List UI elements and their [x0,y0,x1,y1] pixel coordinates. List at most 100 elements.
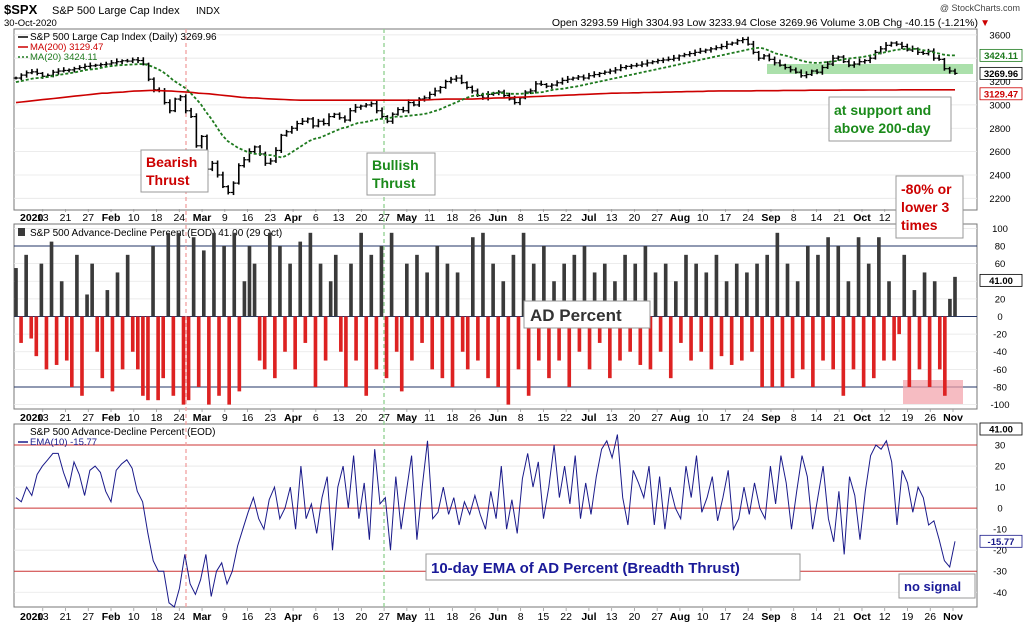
price-bar [326,113,332,127]
price-bar [379,107,385,118]
month-tick-label: 21 [60,412,72,424]
price-bar [894,41,900,47]
ad-bar [658,316,663,352]
price-bar [734,38,740,45]
month-tick-label: Sep [761,412,780,424]
price-bar [337,112,343,120]
month-tick-label: 8 [791,611,797,623]
price-bar [236,163,242,185]
ad-bar [369,254,374,317]
price-bar [273,147,279,163]
ad-bar [440,316,445,379]
price-bar [18,73,24,81]
price-bar [443,79,449,89]
month-tick-label: Feb [102,212,121,224]
month-tick-label: 22 [560,412,572,424]
price-bar [305,117,311,124]
price-bar [406,99,412,114]
ad-bar [846,281,851,317]
month-tick-label: 10 [697,611,709,623]
ad-bar [877,237,881,317]
ad-bar [805,246,810,317]
price-bar [310,117,316,129]
ad-bar [750,316,754,352]
ad-bar [379,246,384,317]
ad-bar [181,316,186,405]
month-tick-label: 11 [424,412,435,424]
month-tick-label: 6 [313,412,319,424]
support-line2: above 200-day [834,120,931,136]
ad-bar [115,272,120,317]
ad-bar [75,254,79,317]
price-bar [549,83,555,89]
month-tick-label: Jun [489,611,508,623]
month-tick-label: 22 [560,611,572,623]
exchange: INDX [196,6,220,17]
y-tick-label: 3200 [989,77,1010,88]
ad-bar [917,316,922,370]
price-bar [246,148,252,163]
support-line1: at support and [834,102,931,118]
month-tick-label: 21 [60,212,72,224]
month-tick-label: 20 [629,412,641,424]
price-bar [98,62,104,68]
month-tick-label: 2020 [20,412,44,424]
price-bar [559,77,565,85]
ad-bar [653,272,658,317]
month-tick-label: 20 [629,212,641,224]
y-tick-label: -20 [993,330,1007,341]
price-bar [108,60,114,66]
price-bar [766,53,772,62]
ad-bar [298,241,303,317]
month-tick-label: 8 [791,412,797,424]
ad-bar [283,316,287,352]
y-tick-label: 30 [995,441,1006,452]
price-panel-title: S&P 500 Large Cap Index (Daily) 3269.96 [30,32,217,43]
svg-text:3424.11: 3424.11 [984,51,1019,62]
ad-bar [567,316,572,387]
month-tick-label: Sep [761,611,780,623]
month-tick-label: 18 [151,412,163,424]
ad-bar [435,246,440,317]
ad-bar [19,316,23,343]
ad-bar [577,316,582,352]
price-bar [708,46,714,53]
ad-bar [582,246,587,317]
month-tick-label: 10 [697,212,709,224]
no-signal-label: no signal [904,579,961,594]
ad-bar [608,316,612,379]
ad-bar [871,316,876,379]
price-bar [66,68,72,73]
price-bar [772,56,778,66]
ad-bar [80,316,84,396]
ad-bar [557,316,561,361]
month-tick-label: Nov [943,611,963,623]
price-bar [724,40,730,50]
ad-bar [856,237,861,317]
ad-bar [597,316,602,343]
ad-bar [415,254,419,317]
price-bar [427,91,433,100]
ad-bar [826,237,830,317]
price-bar [453,75,459,82]
ad-bar [912,290,917,317]
month-axis-layer: 2020132127Feb101824Mar91623Apr6132027May… [20,209,963,623]
ad-bar [384,316,389,379]
price-bar [597,71,603,78]
price-bar [602,70,608,75]
month-tick-label: 8 [518,212,524,224]
ad-bar [273,316,277,379]
ad-bar [745,272,749,317]
ma200-value-tag: 3129.47 [979,87,1023,100]
month-tick-label: 8 [518,611,524,623]
price-bar [687,51,693,57]
price-bar [77,65,83,71]
month-tick-label: 17 [720,611,732,623]
month-tick-label: 23 [264,412,276,424]
price-bar [252,145,258,154]
ad-bar [470,237,475,317]
ad-bar [526,316,531,396]
price-bar [814,69,820,75]
ema-panel-title: S&P 500 Advance-Decline Percent (EOD) [30,427,215,438]
ad-bar [831,316,836,370]
